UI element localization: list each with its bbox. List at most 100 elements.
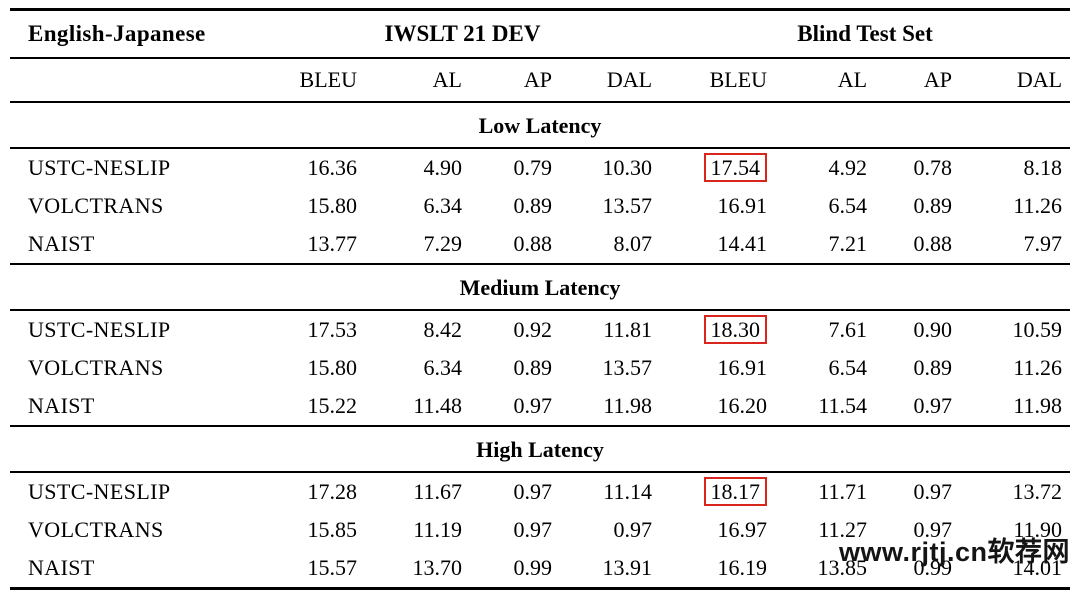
metric-value: 0.99	[513, 555, 553, 580]
system-name: VOLCTRANS	[28, 355, 164, 380]
metric-value: 11.27	[818, 517, 868, 542]
metric-value: 11.98	[960, 387, 1071, 427]
metric-value: 6.54	[828, 355, 868, 380]
metric-value: 15.57	[307, 555, 358, 580]
metric-value: 0.99	[913, 555, 953, 580]
section-header-row: Low Latency	[10, 102, 1071, 149]
metric-value: 0.88	[470, 225, 560, 265]
table-row: USTC-NESLIP 17.53 8.42 0.92 11.81 18.30 …	[10, 310, 1070, 349]
section-title: Medium Latency	[10, 264, 1071, 311]
column-header-row: BLEU AL AP DAL BLEU AL AP DAL	[10, 58, 1071, 103]
column-header: DAL	[560, 58, 661, 103]
system-name: USTC-NESLIP	[28, 479, 171, 504]
metric-value: 11.81	[603, 317, 653, 342]
metric-value: 6.54	[828, 193, 868, 218]
highlighted-value: 18.17	[703, 477, 768, 506]
metric-value: 0.89	[913, 355, 953, 380]
section-header-row: High Latency	[10, 426, 1071, 473]
metric-value: 0.90	[913, 317, 953, 342]
metric-value: 17.28	[307, 479, 358, 504]
system-name: NAIST	[28, 555, 95, 580]
table-row: VOLCTRANS 15.85 11.19 0.97 0.97 16.97 11…	[10, 511, 1070, 549]
metric-value: 16.97	[717, 517, 768, 542]
group-header-dev: IWSLT 21 DEV	[265, 9, 661, 59]
column-header: BLEU	[660, 58, 776, 103]
metric-value: 15.85	[307, 517, 358, 542]
column-header: AL	[775, 58, 876, 103]
metric-value: 13.70	[412, 555, 463, 580]
column-header: AP	[875, 58, 961, 103]
table-row: NAIST 13.77 7.29 0.88 8.07 14.41 7.21 0.…	[10, 225, 1071, 265]
metric-value: 16.20	[660, 387, 776, 427]
metric-value: 8.18	[1023, 155, 1063, 180]
system-name: USTC-NESLIP	[28, 155, 171, 180]
empty-corner-cell	[10, 58, 265, 103]
metric-value: 7.61	[828, 317, 868, 342]
metric-value: 8.07	[560, 225, 661, 265]
metric-value: 0.97	[470, 387, 560, 427]
metric-value: 10.59	[1012, 317, 1063, 342]
metric-value: 18.17	[660, 472, 775, 511]
system-name: VOLCTRANS	[28, 517, 164, 542]
metric-value: 10.30	[602, 155, 653, 180]
metric-value: 6.34	[423, 355, 463, 380]
metric-value: 16.91	[717, 355, 768, 380]
metric-value: 13.91	[602, 555, 653, 580]
column-header: BLEU	[265, 58, 365, 103]
group-header-row: English-Japanese IWSLT 21 DEV Blind Test…	[10, 9, 1071, 59]
table-title: English-Japanese	[10, 9, 265, 59]
watermark: www.rjtj.cn软荐网	[838, 537, 1070, 567]
metric-value: 13.72	[1012, 479, 1063, 504]
metric-value: 11.54	[775, 387, 876, 427]
column-header: AP	[470, 58, 560, 103]
column-header: AL	[365, 58, 470, 103]
table-row: NAIST 15.22 11.48 0.97 11.98 16.20 11.54…	[10, 387, 1071, 427]
system-name: NAIST	[10, 225, 265, 265]
table-row: NAIST 15.57 13.70 0.99 13.91 16.19 13.85…	[10, 549, 1070, 589]
metric-value: 0.97	[513, 517, 553, 542]
system-name: USTC-NESLIP	[28, 317, 171, 342]
metric-value: 0.79	[513, 155, 553, 180]
section-title: High Latency	[10, 426, 1071, 473]
table-row: USTC-NESLIP 17.28 11.67 0.97 11.14 18.17…	[10, 472, 1070, 511]
metric-value: 0.97	[875, 387, 961, 427]
highlighted-value: 18.30	[703, 315, 768, 344]
results-table: English-Japanese IWSLT 21 DEV Blind Test…	[10, 8, 1071, 590]
section-title: Low Latency	[10, 102, 1071, 149]
metric-value: 13.57	[602, 355, 653, 380]
metric-value: 0.89	[513, 193, 553, 218]
metric-value: 11.26	[1013, 355, 1063, 380]
table-row: USTC-NESLIP 16.36 4.90 0.79 10.30 17.54 …	[10, 148, 1070, 187]
metric-value: 17.53	[307, 317, 358, 342]
highlighted-value: 17.54	[703, 153, 768, 182]
metric-value: 0.88	[875, 225, 961, 265]
metric-value: 0.97	[913, 517, 953, 542]
metric-value: 0.97	[513, 479, 553, 504]
metric-value: 7.21	[775, 225, 876, 265]
metric-value: 17.54	[660, 148, 775, 187]
metric-value: 8.42	[423, 317, 463, 342]
metric-value: 15.80	[307, 355, 358, 380]
metric-value: 11.48	[365, 387, 470, 427]
metric-value: 0.92	[513, 317, 553, 342]
metric-value: 18.30	[660, 310, 775, 349]
metric-value: 0.97	[613, 517, 653, 542]
metric-value: 14.01	[1012, 555, 1063, 580]
system-name: VOLCTRANS	[28, 193, 164, 218]
metric-value: 13.85	[817, 555, 868, 580]
system-name: NAIST	[10, 387, 265, 427]
metric-value: 11.71	[818, 479, 868, 504]
metric-value: 11.90	[1013, 517, 1063, 542]
metric-value: 0.97	[913, 479, 953, 504]
metric-value: 15.80	[307, 193, 358, 218]
section-header-row: Medium Latency	[10, 264, 1071, 311]
metric-value: 15.22	[265, 387, 365, 427]
metric-value: 0.89	[513, 355, 553, 380]
metric-value: 11.19	[413, 517, 462, 542]
metric-value: 7.97	[960, 225, 1071, 265]
metric-value: 0.89	[913, 193, 953, 218]
metric-value: 4.90	[423, 155, 463, 180]
metric-value: 11.26	[1013, 193, 1063, 218]
metric-value: 11.14	[603, 479, 653, 504]
